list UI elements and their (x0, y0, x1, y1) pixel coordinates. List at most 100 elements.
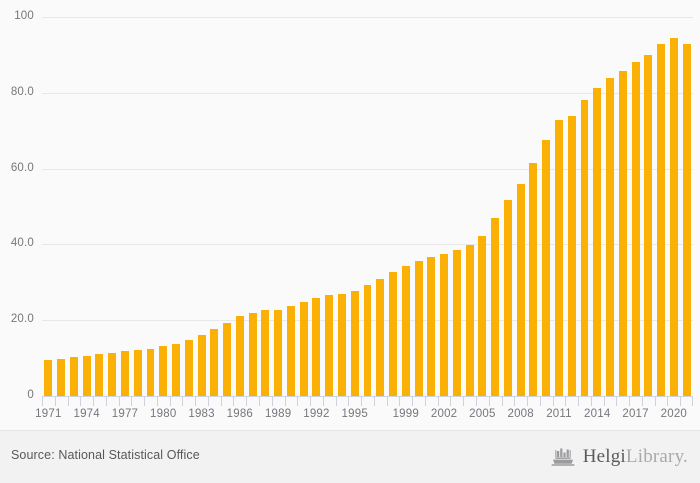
chart-footer: Source: National Statistical Office (0, 430, 700, 483)
x-axis-tick-label: 2014 (584, 408, 611, 420)
x-axis-tick (220, 397, 222, 406)
bar[interactable] (235, 316, 244, 396)
x-axis-tick (565, 397, 567, 406)
bar[interactable] (248, 312, 257, 396)
x-axis-tick-label: 2008 (507, 408, 534, 420)
x-axis-tick (284, 397, 286, 406)
bar[interactable] (542, 139, 551, 396)
bar[interactable] (491, 217, 500, 396)
x-axis-tick-label: 1992 (303, 408, 330, 420)
y-axis-tick-label: 40.0 (10, 237, 34, 250)
bar[interactable] (363, 285, 372, 396)
x-axis-tick (118, 397, 120, 406)
bar[interactable] (325, 295, 334, 396)
y-axis-tick-label: 60.0 (10, 161, 34, 174)
bar[interactable] (57, 358, 66, 396)
x-axis-tick (310, 397, 312, 406)
bar[interactable] (146, 348, 155, 396)
logo-wordmark: HelgiLibrary. (583, 446, 688, 468)
bar[interactable] (95, 354, 104, 396)
x-axis-tick (105, 397, 107, 406)
bar[interactable] (682, 43, 691, 396)
bar[interactable] (644, 54, 653, 396)
bar[interactable] (261, 310, 270, 396)
bar[interactable] (44, 360, 53, 396)
x-axis-tick (361, 397, 363, 406)
x-axis-tick (603, 397, 605, 406)
bar[interactable] (82, 356, 91, 396)
x-axis-tick (641, 397, 643, 406)
x-axis-tick (680, 397, 682, 406)
plot-canvas (42, 17, 693, 396)
bar[interactable] (452, 249, 461, 396)
bar[interactable] (440, 254, 449, 396)
gridline (42, 92, 693, 94)
x-axis-tick (424, 397, 426, 406)
bar[interactable] (69, 357, 78, 396)
bar[interactable] (338, 294, 346, 396)
helgi-library-book-chart-icon (551, 447, 577, 467)
gridline (42, 17, 693, 18)
x-axis-tick (348, 397, 350, 406)
bar[interactable] (631, 62, 640, 396)
bar[interactable] (312, 298, 321, 396)
source-label: Source: National Statistical Office (11, 448, 200, 462)
x-axis-tick (144, 397, 146, 406)
bar[interactable] (274, 310, 283, 396)
x-axis-tick (539, 397, 541, 406)
bar[interactable] (567, 116, 576, 396)
x-axis-line (42, 396, 693, 397)
x-axis-tick (259, 397, 260, 406)
bar[interactable] (427, 256, 436, 396)
x-axis-tick (654, 397, 656, 406)
x-axis-tick (527, 397, 529, 406)
x-axis-tick (335, 397, 337, 406)
bar[interactable] (210, 329, 219, 396)
logo-primary-text: Helgi (582, 446, 626, 467)
bar[interactable] (580, 100, 589, 396)
bar[interactable] (286, 305, 295, 396)
helgi-library-logo[interactable]: HelgiLibrary. (551, 444, 688, 470)
x-axis-tick (629, 397, 631, 406)
x-axis-tick (578, 397, 580, 406)
bar[interactable] (414, 261, 423, 396)
bar[interactable] (197, 334, 206, 396)
bar[interactable] (184, 339, 193, 396)
bar[interactable] (618, 70, 627, 396)
bar[interactable] (159, 345, 168, 396)
bar[interactable] (529, 163, 538, 396)
bar[interactable] (669, 37, 678, 396)
x-axis-tick (552, 397, 554, 406)
bar[interactable] (606, 77, 614, 396)
x-axis-tick (476, 397, 477, 406)
y-axis-tick-label: 100 (14, 10, 34, 22)
bar[interactable] (389, 271, 397, 396)
bar[interactable] (401, 265, 410, 396)
bar[interactable] (299, 302, 308, 396)
x-axis-tick (322, 397, 324, 406)
x-axis-tick (297, 397, 299, 406)
x-axis-tick (412, 397, 414, 406)
bar[interactable] (376, 278, 385, 396)
bar[interactable] (657, 44, 666, 396)
bar[interactable] (478, 236, 487, 396)
bar[interactable] (108, 353, 117, 396)
bar[interactable] (516, 183, 525, 396)
x-axis-tick (616, 397, 618, 406)
x-axis-tick (692, 397, 693, 406)
x-axis-tick (450, 397, 452, 406)
bar[interactable] (133, 349, 142, 396)
x-axis-tick-label: 2005 (469, 408, 496, 420)
bar[interactable] (593, 88, 602, 396)
bar[interactable] (223, 322, 232, 396)
bar[interactable] (172, 343, 180, 396)
bar[interactable] (121, 351, 129, 396)
x-axis-tick-label: 1999 (392, 408, 419, 420)
bar[interactable] (465, 245, 474, 396)
bar[interactable] (555, 120, 563, 396)
bar[interactable] (350, 290, 359, 396)
x-axis-tick-label: 2020 (660, 408, 688, 420)
x-axis-tick-label: 1971 (35, 408, 62, 420)
x-axis-tick-label: 1983 (188, 408, 215, 420)
bar[interactable] (503, 199, 512, 396)
